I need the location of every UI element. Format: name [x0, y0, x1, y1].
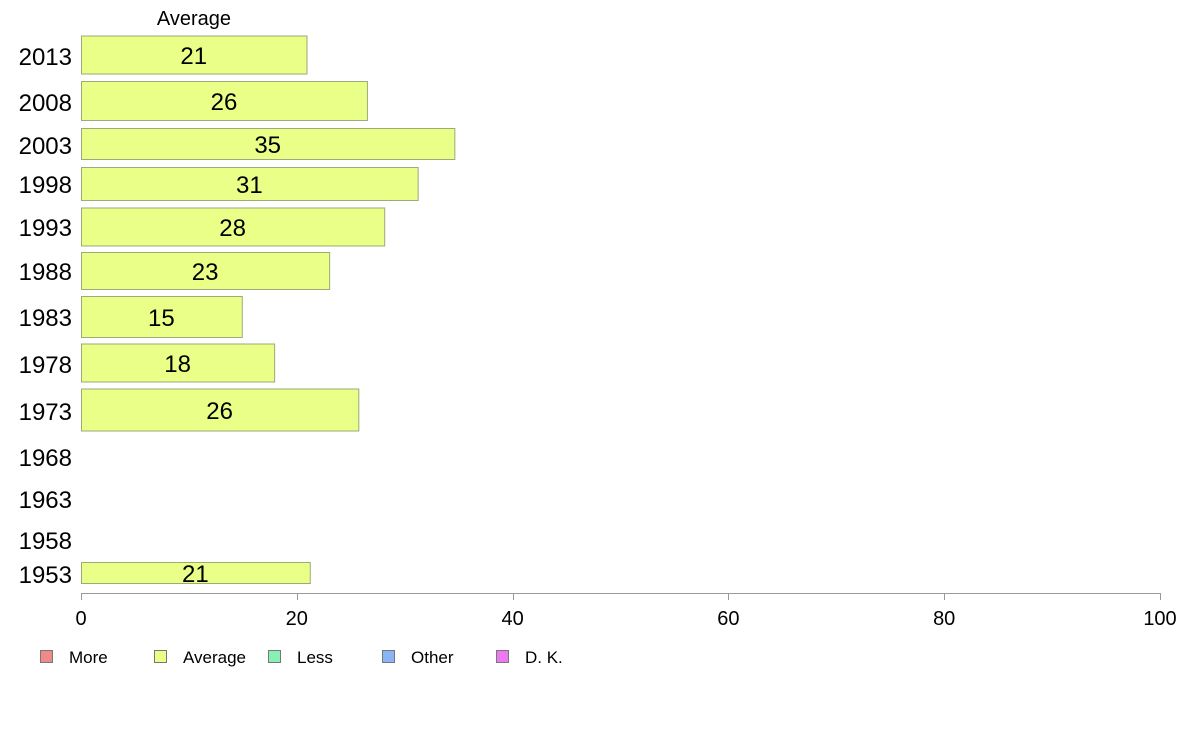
data-label: 35: [254, 132, 281, 159]
category-label: 1978: [19, 352, 72, 379]
bar: [81, 35, 308, 75]
legend-swatch: [268, 650, 281, 663]
x-tick-label: 100: [1143, 608, 1176, 630]
bar-row: 1988 23: [19, 252, 331, 290]
legend-swatch: [496, 650, 509, 663]
data-label: 15: [148, 305, 175, 332]
category-label: 1963: [19, 487, 72, 514]
data-label: 21: [182, 561, 209, 588]
x-tick-label: 20: [286, 608, 308, 630]
bar: [81, 128, 456, 160]
bar: [81, 343, 276, 383]
category-label: 2013: [19, 44, 72, 71]
category-label: 1998: [19, 172, 72, 199]
bar: [81, 388, 360, 432]
data-label: 26: [211, 89, 238, 116]
data-label: 28: [219, 215, 246, 242]
legend-item: Other: [382, 648, 454, 667]
bar: [81, 296, 243, 338]
x-tick-label: 40: [501, 608, 523, 630]
bar-row: 1983 15: [19, 296, 243, 338]
legend-label: Less: [297, 648, 333, 667]
category-label: 1953: [19, 562, 72, 589]
bar: [81, 562, 311, 584]
x-tick-label: 0: [75, 608, 86, 630]
x-tick-label: 60: [717, 608, 739, 630]
bar-row: 1968: [19, 445, 72, 472]
bar-row: 2008 26: [19, 81, 368, 121]
legend-swatch: [40, 650, 53, 663]
legend-item: Less: [268, 648, 333, 667]
data-label: 23: [192, 259, 219, 286]
legend: More Average Less Other D. K.: [40, 648, 563, 667]
category-label: 1968: [19, 445, 72, 472]
legend-label: D. K.: [525, 648, 563, 667]
bar: [81, 252, 331, 290]
legend-item: Average: [154, 648, 246, 667]
legend-swatch: [382, 650, 395, 663]
bar-row: 1963: [19, 487, 72, 514]
category-label: 1973: [19, 399, 72, 426]
category-label: 1958: [19, 528, 72, 555]
category-label: 1988: [19, 259, 72, 286]
data-label: 31: [236, 172, 263, 199]
legend-label: More: [69, 648, 108, 667]
bar-row: 1993 28: [19, 207, 386, 247]
legend-swatch: [154, 650, 167, 663]
bar-row: 1953 21: [19, 561, 311, 589]
bar-row: 1998 31: [19, 167, 419, 201]
x-axis: 0 20 40 60 80 100: [75, 593, 1177, 630]
bar-row: 1973 26: [19, 388, 360, 432]
data-label: 18: [164, 351, 191, 378]
bar: [81, 207, 386, 247]
bar: [81, 167, 419, 201]
x-tick-label: 80: [933, 608, 955, 630]
data-label: 21: [180, 43, 207, 70]
bar-row: 1958: [19, 528, 72, 555]
category-label: 1993: [19, 215, 72, 242]
legend-label: Average: [183, 648, 246, 667]
legend-label: Other: [411, 648, 454, 667]
category-label: 1983: [19, 305, 72, 332]
bar-row: 2013 21: [19, 35, 308, 75]
bar-row: 2003 35: [19, 128, 456, 160]
series-title: Average: [157, 8, 231, 30]
bar-row: 1978 18: [19, 343, 276, 383]
legend-item: D. K.: [496, 648, 563, 667]
bar: [81, 81, 368, 121]
data-label: 26: [206, 398, 233, 425]
category-label: 2003: [19, 133, 72, 160]
legend-item: More: [40, 648, 108, 667]
category-label: 2008: [19, 90, 72, 117]
